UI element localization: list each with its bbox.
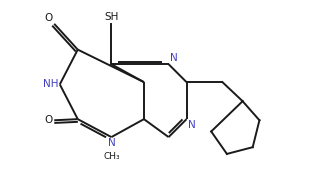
Text: O: O: [44, 13, 52, 23]
Text: NH: NH: [42, 79, 58, 89]
Text: N: N: [188, 120, 195, 130]
Text: N: N: [170, 53, 178, 63]
Text: CH₃: CH₃: [103, 152, 120, 161]
Text: SH: SH: [104, 12, 119, 22]
Text: N: N: [107, 138, 115, 148]
Text: O: O: [44, 115, 52, 125]
